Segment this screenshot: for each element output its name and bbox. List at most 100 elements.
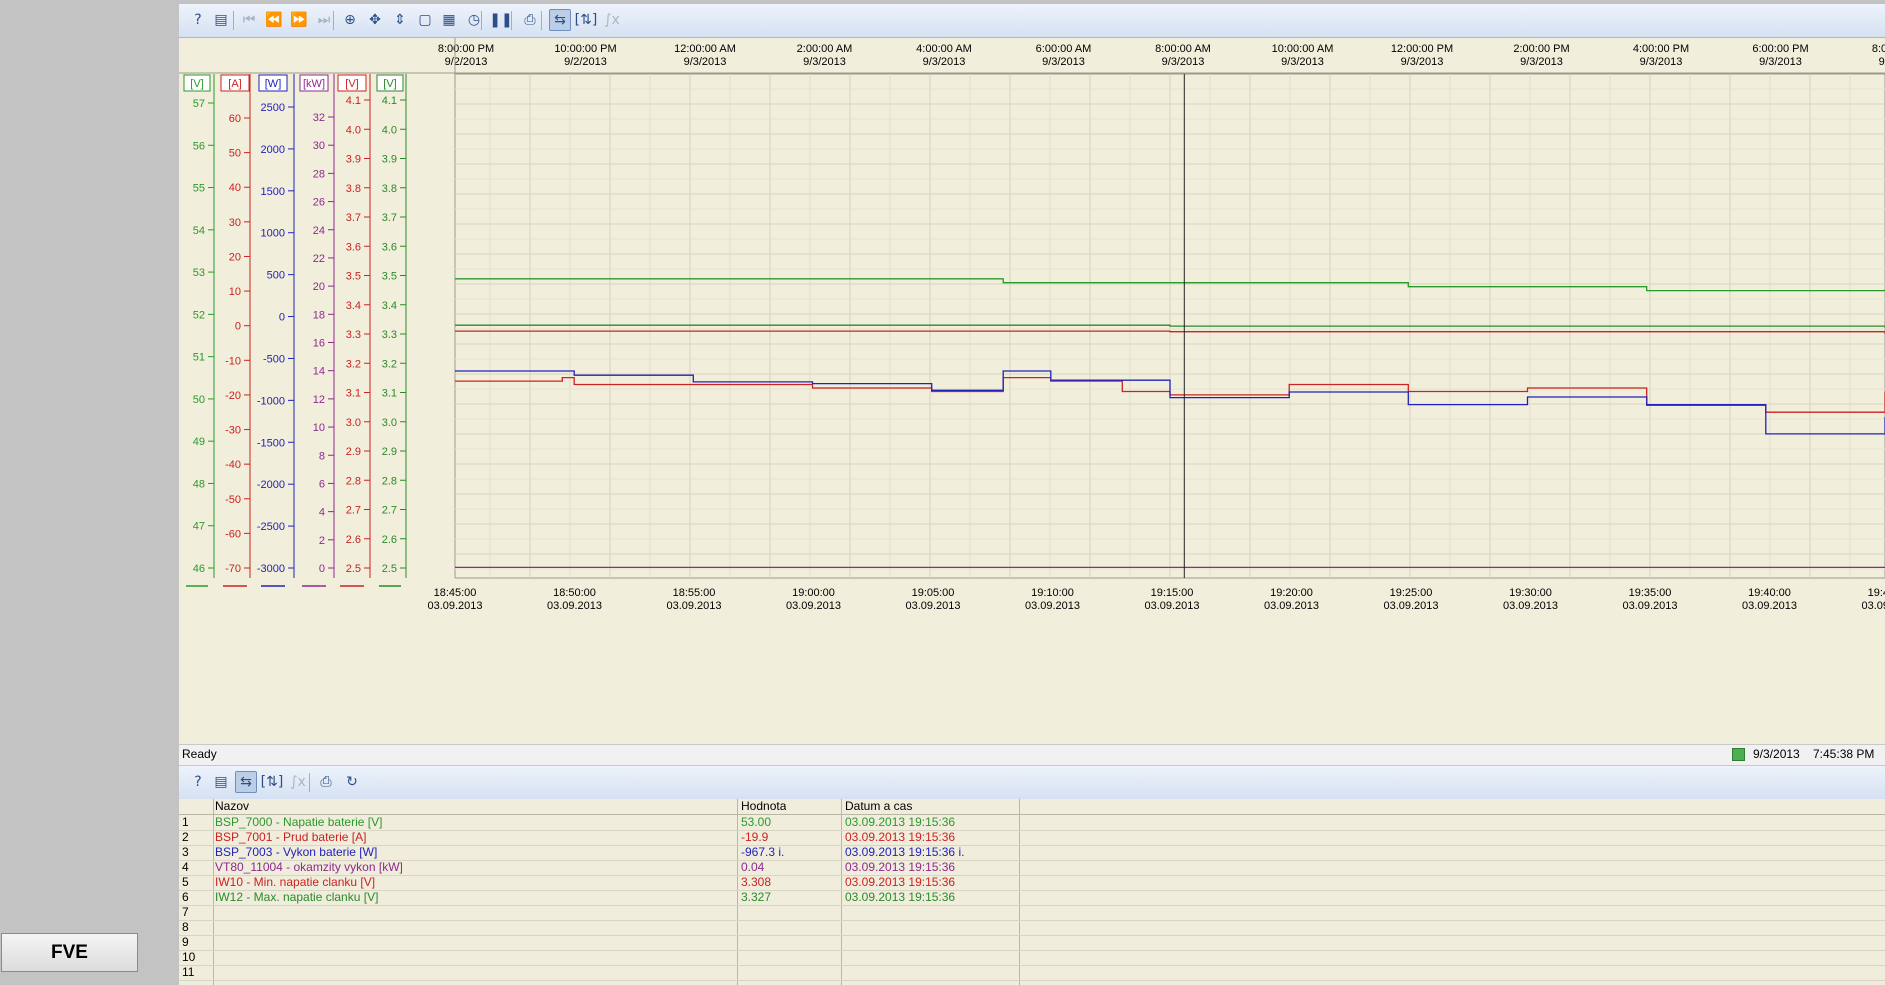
table-row[interactable]: 8	[179, 920, 1885, 936]
trend-viewer: ? ▤ ⏮ ⏪ ⏩ ⏭ ⊕ ✥ ⇕ ▢ ▦ ◷ ❚❚ ⎙ ⇆ [⇅] ∫x 8:00:00 PM 9/2/2013…	[179, 4, 1885, 985]
y-axis-unit: [V]	[190, 78, 203, 90]
top-axis-date: 9/3/2013	[1640, 56, 1683, 68]
y-axis-tick-label: 55	[193, 183, 205, 195]
y-axis-tick-label: 3.9	[382, 154, 397, 166]
print-icon[interactable]: ⎙	[524, 12, 536, 28]
y-axis[interactable]: [V] 57 56 55 54 53 52 51 50 49 48 47 46	[183, 74, 215, 587]
y-axis[interactable]: [A] 60 50 40 30 20 10 0 -10 -20 -30 -40 -50 -60 -70	[220, 74, 251, 587]
top-axis-time: 6:00:00 AM	[1036, 43, 1092, 55]
statistics-icon[interactable]: ∫x	[290, 774, 306, 790]
y-axis-tick-label: 53	[193, 267, 205, 279]
table-row[interactable]: 4 VT80_11004 - okamzity vykon [kW] 0.04 03.…	[179, 860, 1885, 876]
y-axis[interactable]: [V] 4.1 4.0 3.9 3.8 3.7 3.6 3.5 3.4 3.3 3.2 3.1 3.0 2…	[337, 74, 371, 587]
y-axis-tick-label: 3.0	[382, 417, 397, 429]
y-axis-tick-label: 3.3	[346, 329, 361, 341]
select-range-icon[interactable]: [⇅]	[574, 12, 598, 28]
y-axis-tick-label: -30	[225, 425, 241, 437]
scale-icon[interactable]: ⇕	[394, 12, 406, 28]
y-axis-tick-label: 2.7	[346, 505, 361, 517]
pause-icon[interactable]: ❚❚	[489, 12, 513, 28]
bottom-axis-time: 19:45:00	[1868, 587, 1885, 599]
statistics-icon[interactable]: ∫x	[604, 12, 620, 28]
y-axis[interactable]: [V] 4.1 4.0 3.9 3.8 3.7 3.6 3.5 3.4 3.3 3.2 3.1 3.0 2…	[376, 74, 407, 587]
y-axis-tick-label: 51	[193, 352, 205, 364]
fve-button[interactable]: FVE	[1, 933, 138, 972]
status-time: 7:45:38 PM	[1813, 747, 1875, 761]
move-icon[interactable]: ✥	[369, 12, 381, 28]
zoom-icon[interactable]: ⊕	[344, 12, 356, 28]
timer-icon[interactable]: ◷	[467, 12, 481, 28]
properties-icon[interactable]: ▤	[214, 12, 228, 28]
last-icon[interactable]: ⏭	[317, 12, 331, 28]
bottom-axis-date: 03.09.2013	[1861, 600, 1885, 612]
top-axis-date: 9/2/2013	[445, 56, 488, 68]
bottom-axis-time: 19:20:00	[1270, 587, 1313, 599]
table-row[interactable]: 10	[179, 950, 1885, 966]
table-row[interactable]: 9	[179, 935, 1885, 951]
row-name: VT80_11004 - okamzity vykon [kW]	[215, 860, 403, 874]
y-axis-tick-label: 3.7	[382, 212, 397, 224]
zoom-out-icon[interactable]: ▢	[418, 12, 432, 28]
row-datetime: 03.09.2013 19:15:36	[845, 815, 956, 829]
table-row[interactable]: 1 BSP_7000 - Napatie baterie [V] 53.00 03.0…	[179, 815, 1885, 831]
y-axis-unit: [kW]	[303, 78, 325, 90]
bottom-axis-time: 19:30:00	[1509, 587, 1552, 599]
ruler-icon[interactable]: ⇆	[549, 9, 571, 31]
y-axis[interactable]: [W] 2500 2000 1500 1000 500 0 -500 -1000 -1500 -20…	[257, 74, 295, 587]
y-axis-tick-label: 22	[313, 253, 325, 265]
column-header-datetime[interactable]: Datum a cas	[845, 799, 913, 813]
row-datetime: 03.09.2013 19:15:36	[845, 875, 956, 889]
y-axis-tick-label: 40	[229, 182, 241, 194]
y-axis-tick-label: -2500	[257, 521, 285, 533]
table-row[interactable]: 3 BSP_7003 - Vykon baterie [W] -967.3 i. 03…	[179, 845, 1885, 861]
top-axis-label: 6:00:00 AM9/3/2013	[1036, 43, 1092, 68]
y-axis-tick-label: 50	[193, 394, 205, 406]
ruler-icon[interactable]: ⇆	[235, 771, 257, 793]
series-line[interactable]	[455, 278, 1885, 292]
next-icon[interactable]: ⏩	[290, 12, 308, 28]
series-line[interactable]	[455, 330, 1885, 334]
bottom-axis-date: 03.09.2013	[1742, 600, 1797, 612]
top-axis-time: 6:00:00 PM	[1752, 43, 1808, 55]
top-axis-date: 9/3/2013	[1042, 56, 1085, 68]
y-axis-tick-label: 4.0	[346, 124, 361, 136]
column-header-value[interactable]: Hodnota	[741, 799, 787, 813]
row-name: BSP_7001 - Prud baterie [A]	[215, 830, 367, 844]
print-icon[interactable]: ⎙	[320, 774, 332, 790]
y-axis-tick-label: 0	[235, 321, 241, 333]
first-icon[interactable]: ⏮	[242, 12, 256, 28]
table-row[interactable]: 2 BSP_7001 - Prud baterie [A] -19.9 03.09.2…	[179, 830, 1885, 846]
y-axis-unit: [W]	[265, 78, 282, 90]
select-range-icon[interactable]: [⇅]	[260, 774, 284, 790]
table-row[interactable]: 11	[179, 965, 1885, 981]
y-axis-tick-label: 28	[313, 168, 325, 180]
previous-icon[interactable]: ⏪	[265, 12, 283, 28]
y-axis-tick-label: 3.6	[382, 241, 397, 253]
column-header-name[interactable]: Nazov	[215, 799, 250, 813]
table-row[interactable]: 5 IW10 - Min. napatie clanku [V] 3.308 03.0…	[179, 875, 1885, 891]
series-line[interactable]	[455, 376, 1885, 413]
row-number: 4	[182, 860, 189, 874]
grid-icon[interactable]: ▦	[442, 12, 456, 28]
help-icon[interactable]: ?	[194, 12, 202, 28]
y-axis-tick-label: 1500	[261, 186, 285, 198]
row-number: 6	[182, 890, 189, 904]
top-axis-time: 4:00:00 AM	[916, 43, 972, 55]
y-axis-tick-label: -2000	[257, 479, 285, 491]
table-row[interactable]: 7	[179, 905, 1885, 921]
bottom-axis-time: 19:40:00	[1748, 587, 1791, 599]
top-axis-time: 2:00:00 AM	[797, 43, 853, 55]
refresh-icon[interactable]: ↻	[346, 774, 358, 790]
help-icon[interactable]: ?	[194, 774, 202, 790]
y-axis-tick-label: 3.5	[382, 271, 397, 283]
series-line[interactable]	[455, 370, 1885, 435]
properties-icon[interactable]: ▤	[214, 774, 228, 790]
series-line[interactable]	[455, 324, 1885, 329]
y-axis-tick-label: 4.1	[382, 95, 397, 107]
table-row[interactable]: 6 IW12 - Max. napatie clanku [V] 3.327 03.0…	[179, 890, 1885, 906]
row-value: -967.3 i.	[741, 845, 785, 859]
